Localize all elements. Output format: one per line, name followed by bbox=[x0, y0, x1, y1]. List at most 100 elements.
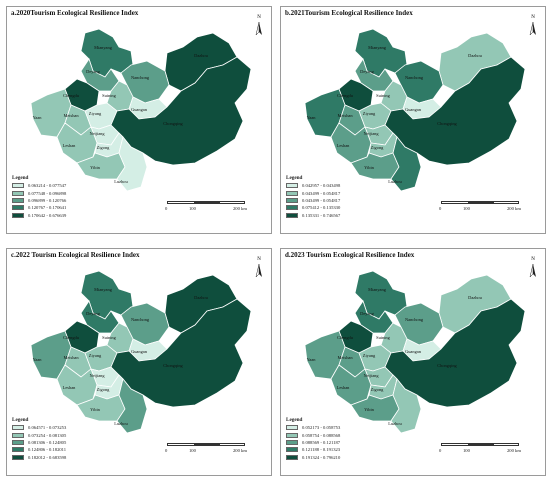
legend-label: 0.043499 - 0.054817 bbox=[302, 190, 341, 196]
scale-label: 0 bbox=[165, 448, 168, 453]
panel-title: d.2023 Tourism Ecological Resilience Ind… bbox=[285, 251, 415, 259]
city-label-yibin: Yibin bbox=[90, 407, 101, 412]
legend-item: 0.124806 - 0.182011 bbox=[12, 446, 66, 453]
legend: Legend 0.064571 - 0.073253 0.073254 - 0.08… bbox=[12, 417, 66, 461]
legend-label: 0.077548 - 0.096898 bbox=[28, 190, 67, 196]
city-label-mianyang: Mianyang bbox=[368, 287, 387, 292]
legend-item: 0.058754 - 0.088568 bbox=[286, 431, 340, 438]
city-label-nanchong: Nanchong bbox=[405, 317, 424, 322]
city-label-zigong: Zigong bbox=[371, 387, 384, 392]
legend: Legend 0.052173 - 0.058753 0.058754 - 0.08… bbox=[286, 417, 340, 461]
legend-item: 0.043499 - 0.054817 bbox=[286, 189, 340, 196]
city-label-mianyang: Mianyang bbox=[94, 45, 113, 50]
legend-swatch bbox=[12, 439, 24, 445]
legend-label: 0.182012 - 0.683598 bbox=[28, 454, 67, 460]
legend-label: 0.121188 - 0.191323 bbox=[302, 447, 341, 453]
legend-item: 0.064571 - 0.073253 bbox=[12, 424, 66, 431]
city-label-suining: Suining bbox=[102, 93, 116, 98]
city-label-luzhou: Luzhou bbox=[114, 179, 128, 184]
legend-label: 0.081306 - 0.124805 bbox=[28, 439, 67, 445]
legend-item: 0.075412 - 0.135330 bbox=[286, 204, 340, 211]
city-label-meishan: Meishan bbox=[337, 113, 353, 118]
region-map: Mianyang Dazhou Deyang Nanchong Chengdu Suini… bbox=[304, 270, 526, 434]
scale-label: 0 bbox=[439, 206, 442, 211]
city-label-yibin: Yibin bbox=[364, 165, 375, 170]
legend-item: 0.191324 - 0.796210 bbox=[286, 454, 340, 461]
legend-swatch bbox=[286, 205, 298, 211]
region-luzhou bbox=[390, 136, 422, 192]
city-label-suining: Suining bbox=[376, 93, 390, 98]
region-map: Mianyang Dazhou Deyang Nanchong Chengdu Suini… bbox=[304, 28, 526, 192]
city-label-leshan: Leshan bbox=[337, 143, 350, 148]
legend-swatch bbox=[12, 454, 24, 460]
legend-swatch bbox=[286, 212, 298, 218]
scale-bar: 0 100 200 km bbox=[439, 443, 521, 459]
city-label-chengdu: Chengdu bbox=[337, 93, 354, 98]
city-label-dazhou: Dazhou bbox=[468, 295, 482, 300]
region-luzhou bbox=[116, 136, 148, 192]
city-label-guangan: Guangan bbox=[131, 349, 148, 354]
scale-bar: 0 100 200 km bbox=[439, 201, 521, 217]
region-map: Mianyang Dazhou Deyang Nanchong Chengdu Suini… bbox=[30, 28, 252, 192]
map-panel-c: c.2022 Tourism Ecological Resilience Ind… bbox=[6, 248, 272, 476]
legend-item: 0.121188 - 0.191323 bbox=[286, 446, 340, 453]
legend-swatch bbox=[12, 212, 24, 218]
city-label-leshan: Leshan bbox=[63, 385, 76, 390]
scale-label: 200 km bbox=[233, 206, 247, 211]
legend-item: 0.135331 - 0.746567 bbox=[286, 212, 340, 219]
panel-title: a.2020Tourism Ecological Resilience Inde… bbox=[11, 9, 139, 17]
scale-bar: 0 100 200 km bbox=[165, 201, 247, 217]
scale-label: 200 km bbox=[507, 448, 521, 453]
city-label-ziyang: Ziyang bbox=[363, 111, 376, 116]
city-label-luzhou: Luzhou bbox=[114, 421, 128, 426]
city-label-yaan: Yaan bbox=[33, 115, 43, 120]
city-label-chongqing: Chongqing bbox=[163, 121, 183, 126]
city-label-dazhou: Dazhou bbox=[468, 53, 482, 58]
panel-title: b.2021Tourism Ecological Resilience Inde… bbox=[285, 9, 413, 17]
city-label-guangan: Guangan bbox=[131, 107, 148, 112]
city-label-nanchong: Nanchong bbox=[131, 75, 150, 80]
city-label-yibin: Yibin bbox=[90, 165, 101, 170]
city-label-mianyang: Mianyang bbox=[368, 45, 387, 50]
city-label-chengdu: Chengdu bbox=[63, 335, 80, 340]
city-label-dazhou: Dazhou bbox=[194, 295, 208, 300]
legend-item: 0.096899 - 0.120766 bbox=[12, 197, 66, 204]
legend-item: 0.088569 - 0.121187 bbox=[286, 439, 340, 446]
legend-label: 0.058754 - 0.088568 bbox=[302, 432, 341, 438]
legend-title: Legend bbox=[286, 417, 303, 423]
city-label-guangan: Guangan bbox=[405, 107, 422, 112]
city-label-zigong: Zigong bbox=[97, 145, 110, 150]
scale-label: 100 bbox=[463, 448, 470, 453]
legend-label: 0.073254 - 0.081305 bbox=[28, 432, 67, 438]
legend-label: 0.124806 - 0.182011 bbox=[28, 447, 67, 453]
scale-label: 100 bbox=[189, 448, 196, 453]
legend-label: 0.170642 - 0.676639 bbox=[28, 212, 67, 218]
legend-item: 0.063214 - 0.077547 bbox=[12, 182, 66, 189]
legend-item: 0.182012 - 0.683598 bbox=[12, 454, 66, 461]
north-arrow-icon: N bbox=[527, 257, 539, 279]
city-label-chengdu: Chengdu bbox=[337, 335, 354, 340]
scale-label: 100 bbox=[463, 206, 470, 211]
legend-label: 0.135331 - 0.746567 bbox=[302, 212, 341, 218]
city-label-meishan: Meishan bbox=[63, 355, 79, 360]
north-arrow-icon: N bbox=[253, 257, 265, 279]
legend-label: 0.042957 - 0.043498 bbox=[302, 183, 341, 189]
legend-label: 0.075412 - 0.135330 bbox=[302, 205, 341, 211]
legend-item: 0.081306 - 0.124805 bbox=[12, 439, 66, 446]
scale-label: 0 bbox=[165, 206, 168, 211]
legend-item: 0.120767 - 0.170641 bbox=[12, 204, 66, 211]
legend-swatch bbox=[12, 425, 24, 431]
city-label-yaan: Yaan bbox=[33, 357, 43, 362]
legend-swatch bbox=[286, 439, 298, 445]
north-label: N bbox=[531, 257, 535, 262]
legend-item: 0.170642 - 0.676639 bbox=[12, 212, 66, 219]
scale-label: 0 bbox=[439, 448, 442, 453]
city-label-suining: Suining bbox=[102, 335, 116, 340]
map-panel-b: b.2021Tourism Ecological Resilience Inde… bbox=[280, 6, 546, 234]
legend-title: Legend bbox=[286, 175, 303, 181]
legend-swatch bbox=[12, 190, 24, 196]
city-label-deyang: Deyang bbox=[360, 311, 374, 316]
city-label-neijiang: Neijiang bbox=[363, 373, 379, 378]
legend-swatch bbox=[286, 190, 298, 196]
legend-swatch bbox=[286, 425, 298, 431]
